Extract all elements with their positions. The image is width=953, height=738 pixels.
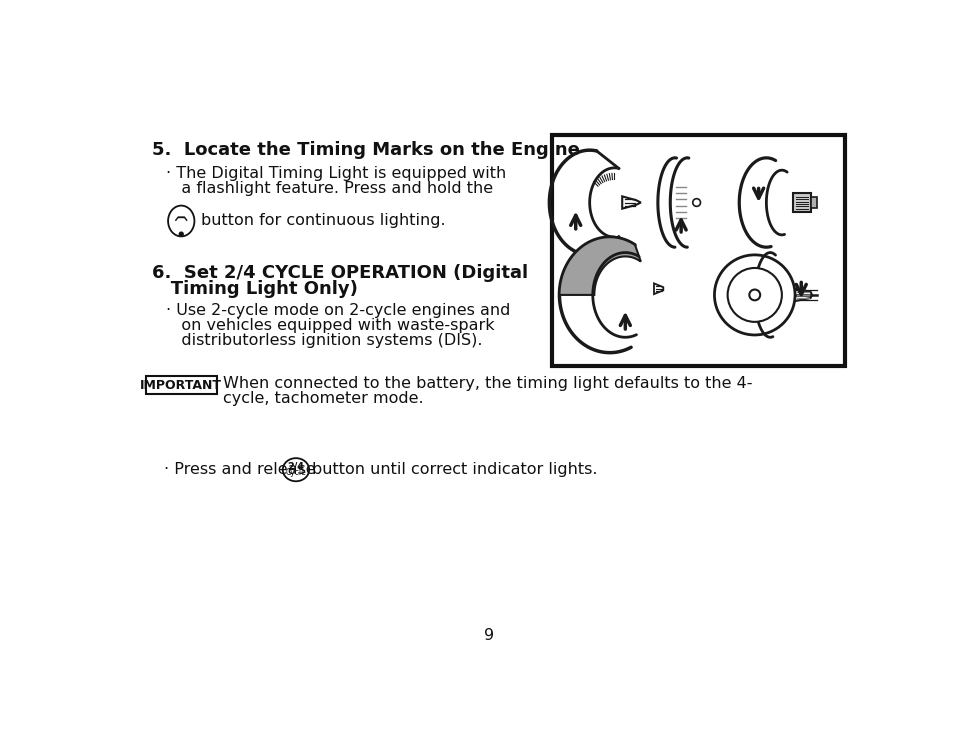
Bar [810, 197, 816, 208]
Bar [793, 193, 810, 212]
Text: distributorless ignition systems (DIS).: distributorless ignition systems (DIS). [166, 334, 482, 348]
Text: on vehicles equipped with waste-spark: on vehicles equipped with waste-spark [166, 318, 494, 333]
Text: a flashlight feature. Press and hold the: a flashlight feature. Press and hold the [166, 181, 493, 196]
Circle shape [179, 232, 183, 236]
Circle shape [692, 199, 700, 207]
Text: cycle, tachometer mode.: cycle, tachometer mode. [223, 391, 423, 406]
Polygon shape [654, 283, 662, 294]
Text: button for continuous lighting.: button for continuous lighting. [201, 213, 446, 229]
Text: Timing Light Only): Timing Light Only) [152, 280, 357, 298]
Text: 5.  Locate the Timing Marks on the Engine: 5. Locate the Timing Marks on the Engine [152, 141, 579, 159]
Text: · Press and release: · Press and release [164, 462, 315, 477]
Text: · The Digital Timing Light is equipped with: · The Digital Timing Light is equipped w… [166, 165, 505, 181]
Text: Cycle: Cycle [285, 469, 306, 477]
Text: 2/4: 2/4 [287, 462, 304, 472]
Circle shape [748, 289, 760, 300]
Bar [551, 135, 843, 366]
Text: · Use 2-cycle mode on 2-cycle engines and: · Use 2-cycle mode on 2-cycle engines an… [166, 303, 510, 317]
Text: 9: 9 [483, 628, 494, 643]
Circle shape [727, 268, 781, 322]
Text: When connected to the battery, the timing light defaults to the 4-: When connected to the battery, the timin… [223, 376, 752, 390]
Polygon shape [558, 237, 640, 295]
Polygon shape [621, 196, 640, 209]
Text: button until correct indicator lights.: button until correct indicator lights. [312, 462, 598, 477]
FancyBboxPatch shape [146, 376, 217, 394]
Text: 6.  Set 2/4 CYCLE OPERATION (Digital: 6. Set 2/4 CYCLE OPERATION (Digital [152, 264, 527, 282]
Circle shape [714, 255, 794, 335]
Text: IMPORTANT: IMPORTANT [140, 379, 222, 392]
